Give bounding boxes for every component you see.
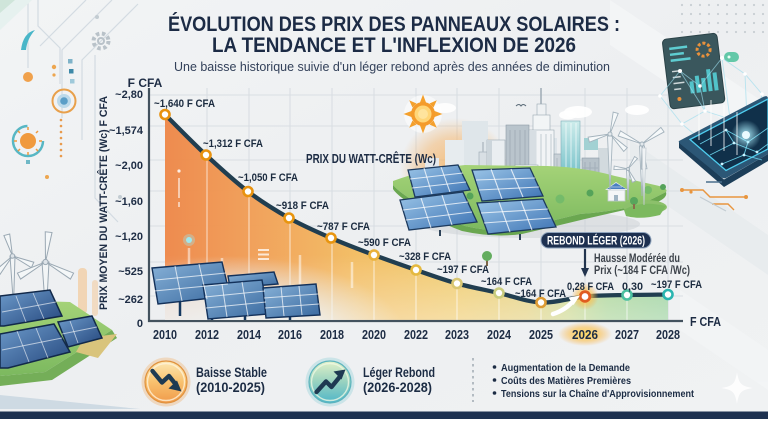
svg-text:~164 F CFA: ~164 F CFA: [481, 276, 532, 288]
svg-text:~197 F CFA: ~197 F CFA: [651, 279, 702, 291]
svg-text:~1,60: ~1,60: [115, 196, 143, 208]
svg-text:F CFA: F CFA: [128, 76, 163, 90]
svg-text:F CFA: F CFA: [690, 315, 721, 329]
svg-text:Hausse Modérée du: Hausse Modérée du: [594, 253, 680, 265]
svg-text:(2010-2025): (2010-2025): [196, 380, 265, 395]
svg-text:Tensions sur la Chaîne d'Appro: Tensions sur la Chaîne d'Approvisionneme…: [501, 388, 694, 400]
svg-text:~328 F CFA: ~328 F CFA: [399, 251, 451, 263]
svg-text:2018: 2018: [320, 328, 344, 342]
svg-text:Prix (~184 F CFA /Wc): Prix (~184 F CFA /Wc): [594, 265, 690, 277]
svg-text:~262: ~262: [118, 294, 143, 306]
svg-text:~197 F CFA: ~197 F CFA: [437, 264, 489, 276]
svg-text:2028: 2028: [656, 328, 680, 342]
svg-text:~1,574: ~1,574: [109, 125, 144, 137]
svg-text:~590 F CFA: ~590 F CFA: [358, 237, 411, 249]
svg-text:~918 F CFA: ~918 F CFA: [276, 200, 329, 212]
svg-text:~525: ~525: [118, 266, 143, 278]
svg-text:Coûts des Matières Premières: Coûts des Matières Premières: [501, 375, 631, 387]
svg-text:Une baisse historique suivie d: Une baisse historique suivie d'un léger …: [174, 59, 610, 74]
svg-text:2014: 2014: [237, 328, 261, 342]
svg-text:2024: 2024: [487, 328, 511, 342]
svg-text:Augmentation de la Demande: Augmentation de la Demande: [501, 362, 630, 374]
svg-text:PRIX MOYEN DU WATT-CRÊTE (Wc): PRIX MOYEN DU WATT-CRÊTE (Wc) F CFA: [97, 96, 110, 310]
svg-text:0,30: 0,30: [622, 281, 643, 293]
svg-text:0: 0: [137, 318, 143, 330]
svg-text:~1,050 F CFA: ~1,050 F CFA: [238, 172, 298, 184]
svg-text:Baisse Stable: Baisse Stable: [196, 365, 267, 380]
svg-text:~1,640 F CFA: ~1,640 F CFA: [154, 98, 215, 110]
svg-text:ÉVOLUTION DES PRIX DES PANNEAU: ÉVOLUTION DES PRIX DES PANNEAUX SOLAIRES…: [168, 13, 620, 36]
svg-text:2016: 2016: [278, 328, 302, 342]
svg-text:Léger Rebond: Léger Rebond: [363, 365, 435, 380]
svg-text:REBOND LÉGER (2026): REBOND LÉGER (2026): [547, 235, 645, 248]
svg-text:(2026-2028): (2026-2028): [363, 380, 432, 395]
svg-text:~2,80: ~2,80: [115, 89, 143, 101]
svg-text:2022: 2022: [404, 328, 428, 342]
svg-text:0,28 F CFA: 0,28 F CFA: [567, 281, 614, 293]
svg-text:2027: 2027: [615, 328, 639, 342]
svg-text:2026: 2026: [572, 327, 598, 342]
svg-text:2020: 2020: [362, 328, 386, 342]
svg-text:LA TENDANCE ET L'INFLEXION DE: LA TENDANCE ET L'INFLEXION DE 2026: [212, 34, 576, 57]
svg-text:~1,312 F CFA: ~1,312 F CFA: [203, 138, 263, 150]
svg-text:2023: 2023: [445, 328, 469, 342]
svg-text:2025: 2025: [529, 328, 553, 342]
svg-text:~164 F CFA: ~164 F CFA: [515, 288, 566, 300]
svg-text:PRIX DU WATT-CRÊTE (Wc): PRIX DU WATT-CRÊTE (Wc): [306, 151, 436, 166]
svg-text:2010: 2010: [153, 328, 177, 342]
svg-text:~787 F CFA: ~787 F CFA: [317, 221, 370, 233]
svg-text:~2,00: ~2,00: [115, 160, 143, 172]
svg-text:2012: 2012: [195, 328, 219, 342]
svg-text:~1,20: ~1,20: [115, 231, 143, 243]
